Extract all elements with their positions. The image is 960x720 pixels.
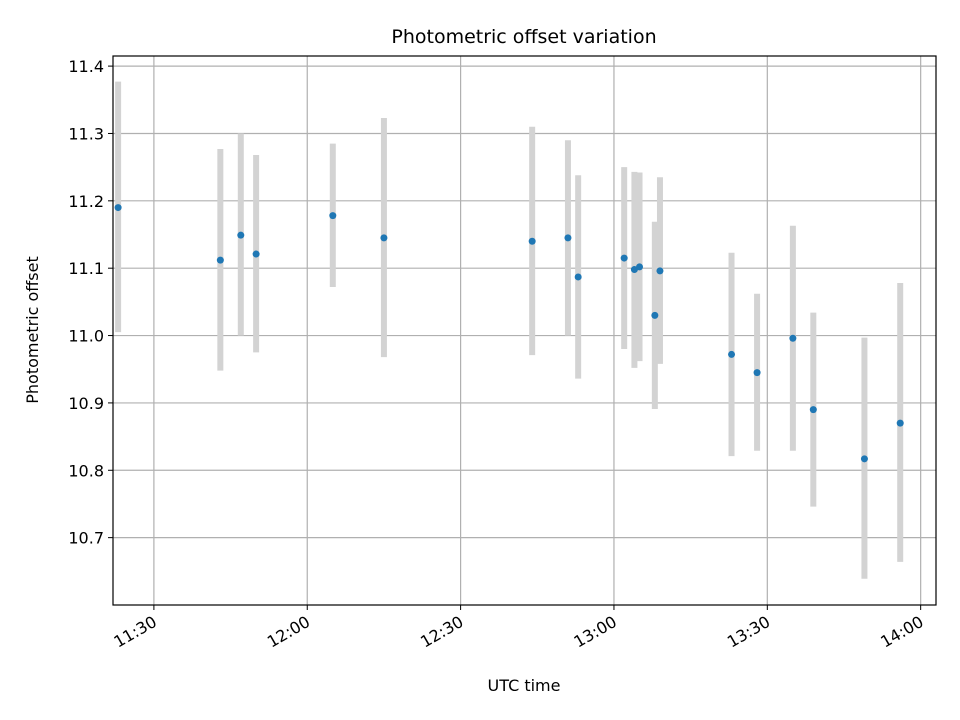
y-tick-label: 11.2 [68, 192, 104, 211]
y-axis-label: Photometric offset [23, 256, 42, 404]
data-point [860, 455, 868, 463]
y-axis: 10.7 10.8 10.9 11.0 11.1 11.2 11.3 11.4 [68, 57, 113, 548]
data-point [656, 267, 664, 275]
data-point [620, 254, 628, 262]
data-point [728, 350, 736, 358]
data-point [896, 419, 904, 427]
y-tick-label: 11.0 [68, 327, 104, 346]
data-point [564, 234, 572, 242]
data-point [636, 263, 644, 271]
data-point [809, 406, 817, 414]
y-tick-label: 10.8 [68, 461, 104, 480]
data-point [574, 273, 582, 281]
plot-frame [112, 55, 937, 606]
chart-title: Photometric offset variation [391, 26, 656, 48]
x-tick-label: 11:30 [110, 612, 159, 652]
data-point [789, 334, 797, 342]
x-axis: 11:30 12:00 12:30 13:00 13:30 14:00 [110, 605, 927, 652]
data-point [216, 256, 224, 264]
y-tick-label: 11.3 [68, 124, 104, 143]
error-bars [115, 81, 904, 579]
data-point [528, 237, 536, 245]
data-point [380, 234, 388, 242]
y-tick-label: 10.9 [68, 394, 104, 413]
y-tick-label: 11.4 [68, 57, 104, 76]
x-tick-label: 13:30 [724, 612, 773, 652]
data-point [252, 250, 260, 258]
y-tick-label: 11.1 [68, 259, 104, 278]
x-tick-label: 12:30 [417, 612, 466, 652]
data-points [114, 204, 904, 463]
data-point [114, 204, 122, 212]
x-tick-label: 12:00 [264, 612, 313, 652]
x-tick-label: 14:00 [877, 612, 926, 652]
y-tick-label: 10.7 [68, 529, 104, 548]
data-point [329, 212, 337, 220]
data-point [651, 311, 659, 319]
data-point [237, 231, 245, 239]
grid [113, 56, 936, 605]
data-point [753, 369, 761, 377]
x-axis-label: UTC time [488, 676, 561, 695]
x-tick-label: 13:00 [571, 612, 620, 652]
